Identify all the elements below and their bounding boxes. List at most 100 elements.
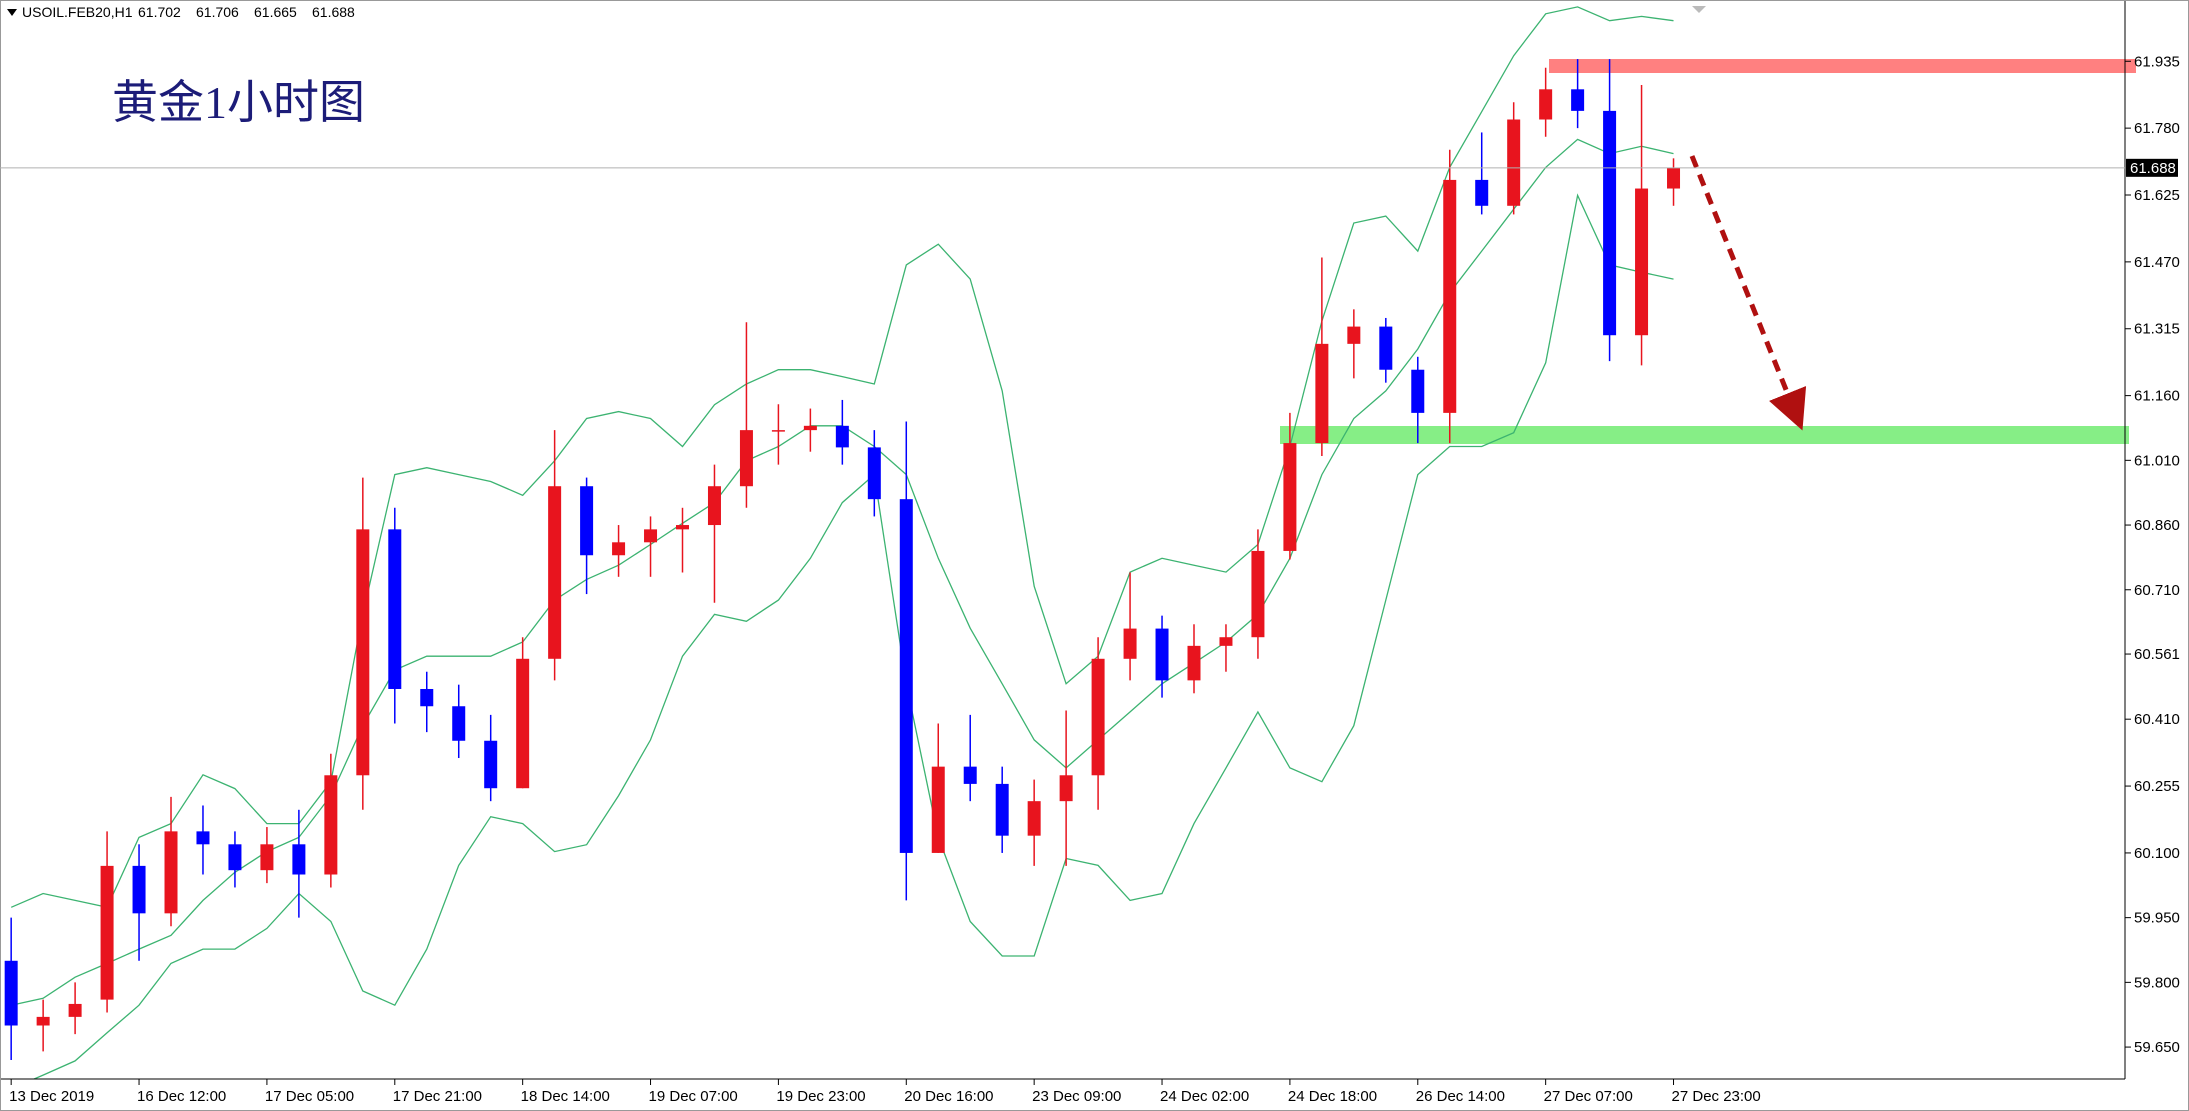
y-tick-label: 61.160: [2134, 388, 2180, 405]
shift-marker: [1692, 6, 1706, 13]
y-tick-label: 60.710: [2134, 582, 2180, 599]
y-tick-label: 61.625: [2134, 187, 2180, 204]
candle-body: [644, 529, 658, 543]
candle-body: [132, 865, 146, 914]
candle-body: [1251, 550, 1265, 638]
ohlc-value: 61.702: [138, 4, 181, 20]
candle-body: [1187, 645, 1201, 681]
y-tick-label: 61.315: [2134, 321, 2180, 338]
y-tick-label: 60.100: [2134, 845, 2180, 862]
candle-body: [580, 486, 594, 556]
y-tick-label: 61.780: [2134, 120, 2180, 137]
y-tick-label: 59.800: [2134, 974, 2180, 991]
y-tick-label: 60.255: [2134, 778, 2180, 795]
candle-body: [1667, 167, 1681, 189]
x-tick-label: 27 Dec 07:00: [1544, 1088, 1633, 1105]
resistance-zone: [1549, 59, 2136, 73]
ohlc-value: 61.706: [196, 4, 239, 20]
candle-body: [995, 783, 1009, 836]
candle-body: [1507, 119, 1521, 206]
candle-body: [68, 1003, 82, 1017]
band-upper: [10, 6, 1674, 909]
support-zone: [1280, 426, 2129, 444]
candle-body: [516, 658, 530, 789]
candle-body: [899, 499, 913, 853]
x-tick-label: 24 Dec 18:00: [1288, 1088, 1377, 1105]
x-tick-label: 19 Dec 23:00: [776, 1088, 865, 1105]
candle-body: [1635, 188, 1649, 336]
candle-body: [707, 486, 721, 526]
ohlc-value: 61.688: [312, 4, 355, 20]
candle-body: [324, 775, 338, 875]
candle-body: [931, 766, 945, 853]
candle-body: [1091, 658, 1105, 776]
y-tick-label: 61.470: [2134, 254, 2180, 271]
candle-body: [1347, 326, 1361, 344]
symbol: USOIL.FEB20,H1: [22, 4, 133, 20]
candle-body: [356, 529, 370, 776]
candle-body: [36, 1016, 50, 1026]
x-tick-label: 16 Dec 12:00: [137, 1088, 226, 1105]
candle-body: [1059, 775, 1073, 802]
candle-body: [739, 430, 753, 487]
y-tick-label: 59.950: [2134, 910, 2180, 927]
plot-area: [4, 6, 1681, 1079]
x-tick-label: 17 Dec 05:00: [265, 1088, 354, 1105]
candle-body: [1571, 89, 1585, 111]
x-tick-label: 27 Dec 23:00: [1672, 1088, 1761, 1105]
band-lower: [32, 193, 1674, 1079]
candle-body: [548, 486, 562, 659]
candle-body: [1027, 801, 1041, 836]
current-price-label: 61.688: [2130, 160, 2176, 177]
candle-body: [1315, 343, 1329, 444]
candle-body: [4, 960, 18, 1026]
candle-body: [1283, 443, 1297, 551]
candle-body: [771, 430, 785, 432]
candle-body: [676, 525, 690, 530]
candle-body: [292, 844, 306, 875]
candle-body: [1123, 628, 1137, 659]
x-tick-label: 20 Dec 16:00: [904, 1088, 993, 1105]
x-tick-label: 13 Dec 2019: [9, 1088, 94, 1105]
candle-body: [1219, 637, 1233, 646]
candle-body: [420, 688, 434, 707]
candle-body: [260, 844, 274, 871]
candle-body: [1443, 179, 1457, 413]
candle-body: [388, 529, 402, 689]
current-price-box: [2126, 158, 2178, 177]
ohlc-value: 61.665: [254, 4, 297, 20]
x-tick-label: 19 Dec 07:00: [649, 1088, 738, 1105]
candle-body: [867, 447, 881, 500]
y-tick-label: 61.010: [2134, 452, 2180, 469]
x-tick-label: 26 Dec 14:00: [1416, 1088, 1505, 1105]
y-tick-label: 60.561: [2134, 646, 2180, 663]
candle-body: [1155, 628, 1169, 681]
candle-body: [484, 740, 498, 789]
forecast-arrow: [1689, 155, 1807, 431]
candle-body: [1379, 326, 1393, 370]
candle-body: [1539, 89, 1553, 120]
candle-body: [452, 706, 466, 741]
y-tick-label: 61.935: [2134, 53, 2180, 70]
x-tick-label: 17 Dec 21:00: [393, 1088, 482, 1105]
x-tick-label: 24 Dec 02:00: [1160, 1088, 1249, 1105]
y-tick-label: 60.860: [2134, 517, 2180, 534]
candle-body: [612, 542, 626, 556]
candle-body: [835, 425, 849, 448]
ohlc-readout: 61.702 61.706 61.665 61.688: [138, 4, 355, 20]
candle-body: [164, 831, 178, 914]
y-tick-label: 59.650: [2134, 1039, 2180, 1056]
y-tick-label: 60.410: [2134, 711, 2180, 728]
candle-body: [196, 831, 210, 845]
x-tick-label: 23 Dec 09:00: [1032, 1088, 1121, 1105]
candle-body: [1411, 369, 1425, 413]
x-tick-label: 18 Dec 14:00: [521, 1088, 610, 1105]
candle-body: [1603, 110, 1617, 336]
candle-body: [1475, 179, 1489, 206]
candle-body: [803, 425, 817, 431]
candle-body: [228, 844, 242, 871]
chart-title: 黄金1小时图: [112, 77, 365, 128]
